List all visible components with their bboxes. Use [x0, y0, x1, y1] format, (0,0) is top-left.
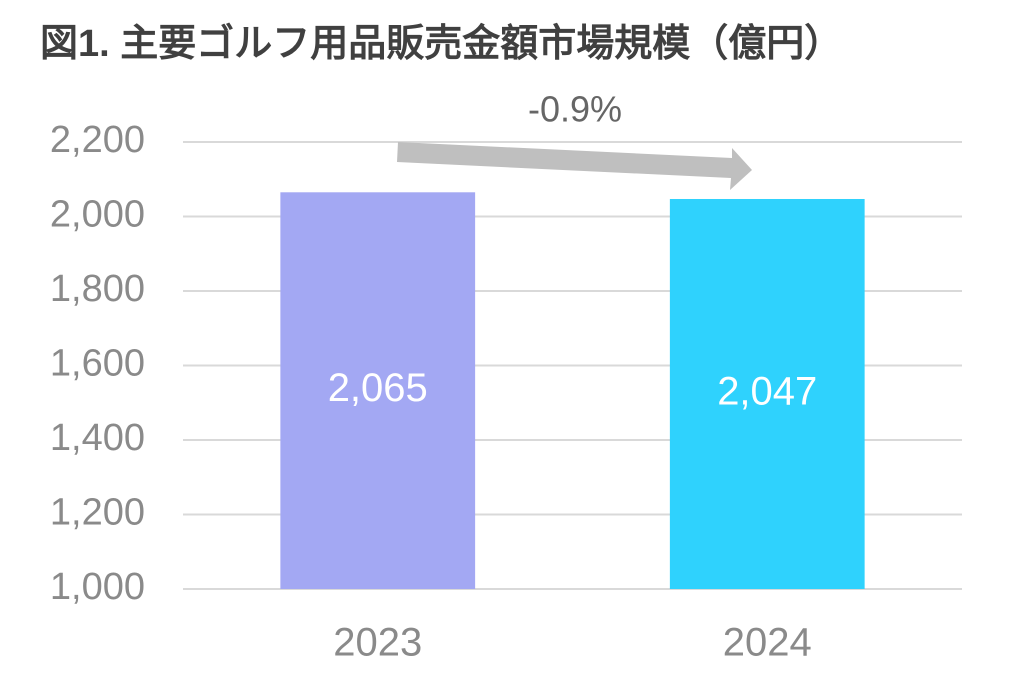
y-tick-label: 1,800	[50, 268, 145, 310]
bars	[280, 192, 865, 589]
y-tick-label: 1,200	[50, 492, 145, 534]
bar	[280, 192, 476, 589]
x-tick-label: 2023	[333, 621, 422, 665]
y-tick-label: 1,400	[50, 417, 145, 459]
value-label: 2,065	[328, 366, 428, 410]
change-annotation: -0.9%	[528, 89, 622, 130]
value-label: 2,047	[717, 370, 817, 414]
change-arrow	[397, 142, 752, 190]
y-tick-label: 2,000	[50, 194, 145, 236]
y-tick-label: 2,200	[50, 119, 145, 161]
chart-title: 図1. 主要ゴルフ用品販売金額市場規模（億円）	[40, 22, 842, 65]
y-tick-label: 1,000	[50, 566, 145, 608]
x-tick-label: 2024	[723, 621, 812, 665]
y-tick-label: 1,600	[50, 343, 145, 385]
bar	[669, 198, 865, 589]
